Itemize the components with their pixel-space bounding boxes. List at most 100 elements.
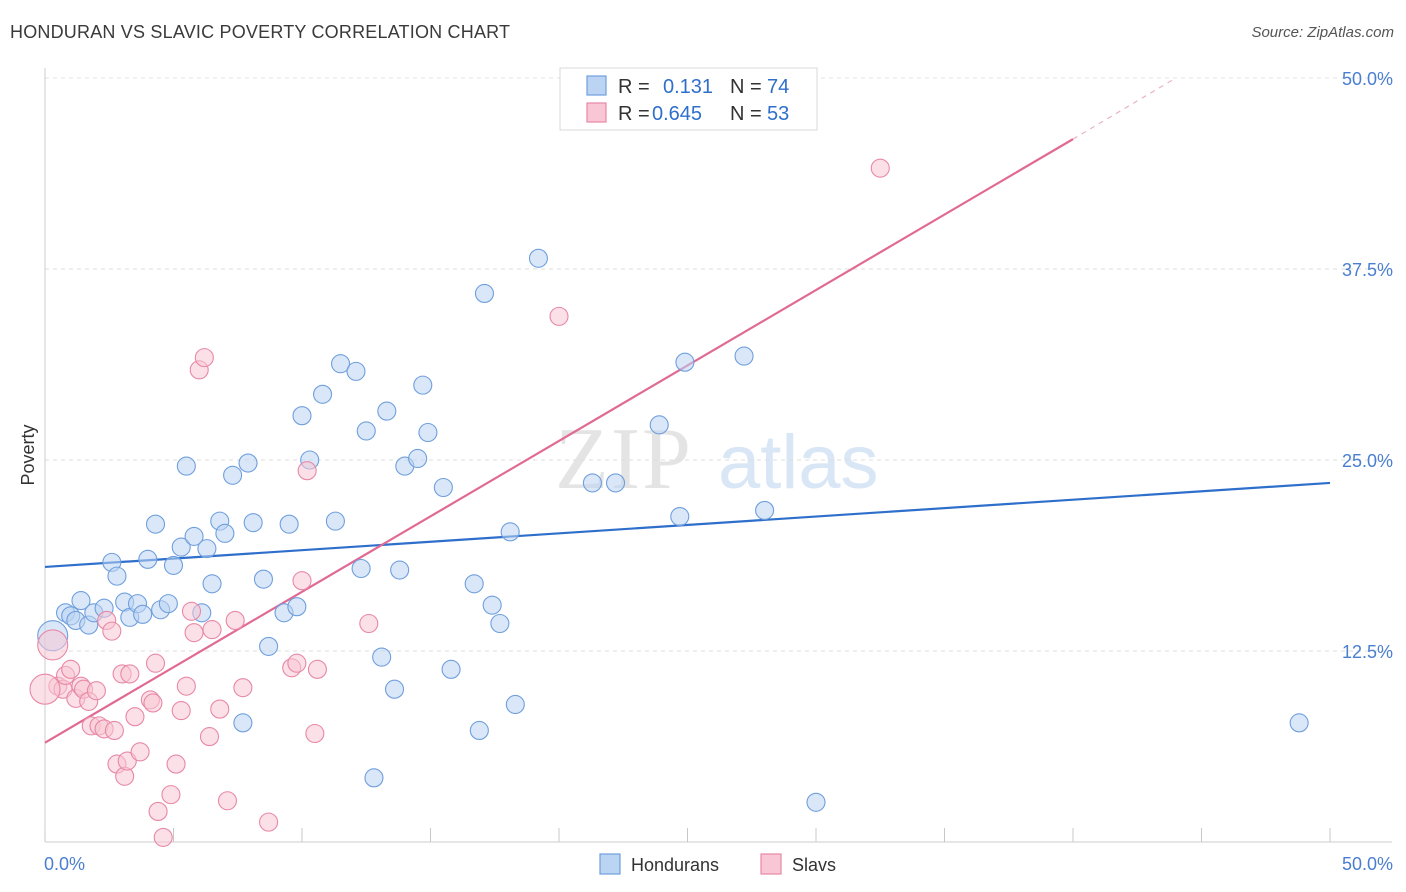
- slavic-point: [117, 751, 137, 771]
- honduran-point: [505, 694, 525, 715]
- legend-r-label-1: R =: [618, 76, 650, 98]
- slavic-point: [148, 801, 168, 821]
- honduran-point: [243, 513, 263, 533]
- slavic-point: [130, 742, 150, 762]
- honduran-point: [176, 456, 196, 476]
- honduran-point: [171, 537, 191, 557]
- honduran-point: [197, 539, 217, 559]
- slavic-point: [102, 621, 122, 641]
- honduran-point: [500, 522, 520, 542]
- tick-labels: 12.5% 25.0% 37.5% 50.0% 0.0% 50.0%: [44, 69, 1393, 874]
- y-tick-label: 25.0%: [1342, 451, 1393, 471]
- slavic-point: [86, 681, 106, 701]
- honduran-point: [202, 574, 222, 594]
- slavic-point: [287, 653, 307, 673]
- bottom-legend-hondurans: Hondurans: [631, 855, 719, 875]
- honduran-point: [71, 591, 91, 611]
- watermark-atlas: atlas: [718, 420, 879, 505]
- honduran-point: [356, 421, 376, 441]
- honduran-point: [107, 566, 127, 586]
- honduran-point: [292, 406, 312, 426]
- legend-n-value-1: 74: [767, 76, 789, 98]
- legend-swatch-slavs: [586, 102, 607, 123]
- honduran-point: [163, 555, 184, 575]
- slavic-point: [120, 664, 140, 684]
- slavic-point: [29, 673, 61, 705]
- honduran-trend-line: [44, 481, 1331, 569]
- honduran-point: [346, 361, 366, 381]
- slavic-point: [210, 699, 230, 719]
- slavic-trend-line: [44, 138, 1074, 744]
- bottom-legend-slavs: Slavs: [792, 855, 836, 875]
- slavic-point: [307, 659, 327, 679]
- axes: [44, 68, 1392, 843]
- honduran-point: [384, 679, 405, 699]
- bottom-legend-swatch-slavs: [760, 853, 782, 875]
- honduran-point: [233, 713, 253, 733]
- legend-r-label-2: R =: [618, 103, 650, 125]
- slavic-point: [292, 571, 312, 591]
- slavic-point: [161, 785, 181, 805]
- bottom-legend: Hondurans Slavs: [599, 853, 836, 875]
- honduran-point: [364, 768, 384, 788]
- slavic-point: [181, 601, 202, 621]
- honduran-point: [806, 792, 826, 812]
- honduran-point: [474, 283, 495, 303]
- honduran-point: [223, 465, 243, 485]
- legend-r-value-2: 0.645: [652, 103, 702, 125]
- slavic-point: [176, 676, 196, 696]
- y-tick-label: 50.0%: [1342, 69, 1393, 89]
- honduran-point: [1289, 713, 1309, 733]
- legend-n-value-2: 53: [767, 103, 789, 125]
- slavic-point: [145, 653, 166, 673]
- slavic-point: [297, 461, 317, 481]
- honduran-point: [287, 597, 307, 617]
- honduran-point: [351, 558, 371, 579]
- honduran-point: [390, 560, 410, 580]
- slavic-point: [194, 348, 214, 368]
- honduran-point: [259, 636, 279, 656]
- slavic-point: [225, 610, 245, 630]
- slavic-point: [199, 727, 220, 747]
- honduran-point: [441, 659, 461, 679]
- honduran-point: [433, 477, 453, 498]
- trend-lines: [44, 77, 1331, 744]
- slavic-point: [125, 707, 145, 727]
- legend-r-value-1: 0.131: [663, 76, 713, 98]
- honduran-point: [408, 448, 428, 469]
- honduran-point: [377, 401, 397, 421]
- honduran-point: [464, 574, 484, 594]
- legend-swatch-hondurans: [586, 75, 607, 96]
- slavic-point: [104, 720, 124, 741]
- honduran-point: [325, 511, 345, 531]
- honduran-point: [755, 500, 775, 520]
- honduran-point: [490, 613, 510, 634]
- honduran-point: [158, 594, 178, 614]
- honduran-point: [469, 720, 489, 741]
- honduran-point: [138, 549, 158, 569]
- source-credit: Source: ZipAtlas.com: [1251, 24, 1394, 41]
- honduran-point: [582, 473, 602, 493]
- slavic-point: [143, 693, 163, 713]
- x-tick-label-max: 50.0%: [1342, 854, 1393, 874]
- slavic-point: [166, 754, 186, 774]
- honduran-point: [330, 354, 351, 374]
- legend: R = 0.131 N = 74 R = 0.645 N = 53: [559, 67, 818, 131]
- honduran-point: [313, 384, 333, 404]
- honduran-point: [734, 346, 754, 366]
- slavic-trend-extension: [1072, 77, 1177, 140]
- honduran-point: [253, 569, 274, 589]
- grid-lines: [45, 77, 1392, 652]
- slavic-point: [202, 620, 222, 640]
- slavic-point: [153, 827, 173, 847]
- y-tick-label: 37.5%: [1342, 260, 1393, 280]
- slavic-point: [61, 659, 81, 679]
- honduran-point: [238, 453, 258, 473]
- legend-n-label-1: N =: [730, 76, 762, 98]
- slavic-point: [305, 723, 325, 744]
- x-tick-label-min: 0.0%: [44, 854, 85, 874]
- legend-n-label-2: N =: [730, 103, 762, 125]
- honduran-point: [605, 473, 626, 493]
- chart-title: HONDURAN VS SLAVIC POVERTY CORRELATION C…: [10, 22, 511, 42]
- slavic-point: [171, 701, 191, 721]
